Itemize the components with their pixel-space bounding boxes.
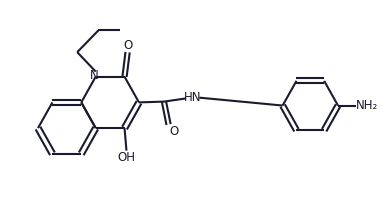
Text: NH₂: NH₂	[356, 99, 378, 112]
Text: OH: OH	[117, 151, 135, 164]
Text: HN: HN	[184, 91, 201, 104]
Text: N: N	[90, 69, 98, 82]
Text: O: O	[170, 125, 179, 138]
Text: O: O	[124, 39, 133, 51]
